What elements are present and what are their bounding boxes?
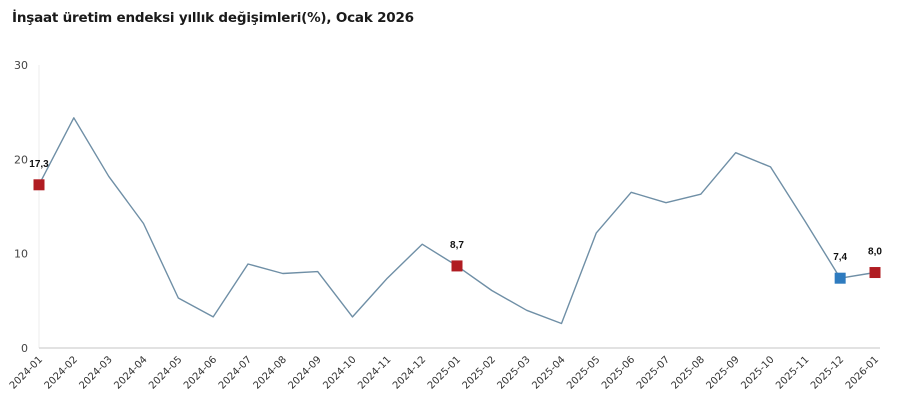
x-tick-label: 2024-09 [286,354,323,391]
x-tick-label: 2024-10 [321,354,358,391]
x-tick-label: 2024-03 [77,354,114,391]
x-tick-label: 2025-03 [495,354,532,391]
x-tick-label: 2025-01 [426,354,463,391]
x-tick-label: 2024-07 [217,354,254,391]
data-point-marker [869,267,881,279]
data-line [38,117,876,325]
data-point-label: 7,4 [833,252,847,263]
x-tick-label: 2025-11 [774,354,811,391]
data-point-label: 8,0 [868,247,882,258]
x-tick-label: 2025-05 [565,354,602,391]
x-tick-label: 2025-09 [704,354,741,391]
x-tick-label: 2025-06 [600,354,637,391]
y-tick-label: 0 [21,342,28,355]
y-tick-label: 20 [14,153,28,166]
x-tick-label: 2024-04 [112,354,149,391]
data-point-marker [33,179,45,191]
data-point-marker [451,260,463,272]
x-tick-label: 2025-04 [530,354,567,391]
chart-title: İnşaat üretim endeksi yıllık değişimleri… [12,10,414,26]
x-tick-label: 2024-11 [356,354,393,391]
x-tick-label: 2025-08 [670,354,707,391]
y-tick-label: 30 [14,59,28,72]
x-tick-label: 2024-08 [252,354,289,391]
y-axis: 0 10 20 30 [14,59,40,355]
data-point-label: 8,7 [450,240,464,251]
x-tick-label: 2025-12 [809,354,846,391]
x-tick-label: 2025-07 [635,354,672,391]
highlight-markers: 17,3 8,7 7,4 8,0 [29,159,882,284]
x-tick-label: 2025-02 [461,354,498,391]
y-tick-label: 10 [14,248,28,261]
data-point-label: 17,3 [29,159,49,170]
x-tick-label: 2024-12 [391,354,428,391]
x-tick-label: 2024-01 [8,354,45,391]
series-line [38,117,876,325]
x-tick-label: 2024-05 [147,354,184,391]
x-tick-label: 2025-10 [739,354,776,391]
x-axis: 2024-012024-022024-032024-042024-052024-… [8,347,881,392]
data-point-marker [834,272,846,284]
x-tick-label: 2026-01 [844,354,881,391]
x-tick-label: 2024-06 [182,354,219,391]
x-tick-label: 2024-02 [43,354,80,391]
